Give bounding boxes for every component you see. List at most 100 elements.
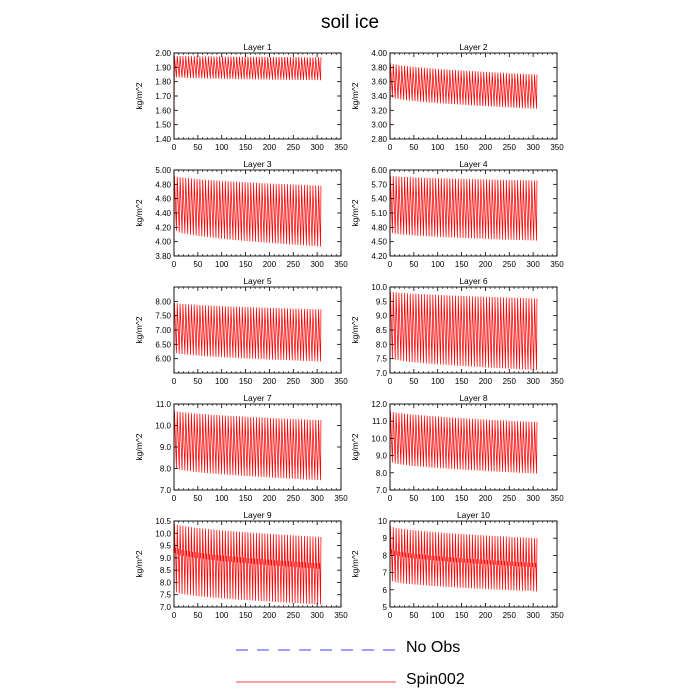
y-tick-label-layer-3: 4.80 [155, 180, 171, 189]
x-tick-label-layer-6: 300 [526, 377, 540, 386]
x-tick-label-layer-3: 300 [310, 260, 324, 269]
x-tick-label-layer-8: 100 [431, 494, 445, 503]
x-tick-label-layer-1: 300 [310, 143, 324, 152]
legend-item-spin002: Spin002 [236, 668, 496, 692]
plot-frame-layer-9 [173, 520, 342, 608]
x-tick-label-layer-4: 250 [503, 260, 517, 269]
panel-layer-10: Layer 10 kg/m^2 0 50 100 150 200 250 300 350 5 6 7 8 9… [350, 510, 564, 620]
y-tick-label-layer-9: 8.5 [160, 566, 172, 575]
x-tick-label-layer-7: 0 [172, 494, 177, 503]
y-axis-label-layer-1: kg/m^2 [134, 82, 144, 109]
y-tick-label-layer-3: 3.80 [155, 252, 171, 261]
x-tick-label-layer-4: 0 [388, 260, 393, 269]
x-tick-label-layer-7: 250 [287, 494, 301, 503]
x-tick-label-layer-7: 150 [239, 494, 253, 503]
y-tick-label-layer-10: 5 [383, 603, 388, 612]
series-line-spin002-layer-6 [389, 291, 538, 371]
x-tick-label-layer-8: 350 [550, 494, 564, 503]
y-tick-label-layer-9: 7.0 [160, 603, 172, 612]
panel-title-layer-2: Layer 2 [459, 42, 488, 52]
x-tick-label-layer-6: 250 [503, 377, 517, 386]
x-tick-label-layer-5: 200 [263, 377, 277, 386]
y-axis-label-layer-3: kg/m^2 [134, 199, 144, 226]
panel-title-layer-4: Layer 4 [459, 159, 488, 169]
series-line-spin002-layer-8 [389, 410, 538, 474]
series-line-spin002-layer-3 [173, 175, 322, 247]
panel-layer-1: Layer 1 kg/m^2 0 50 100 150 200 250 300 350 1.40 1.… [134, 42, 348, 152]
x-tick-label-layer-8: 50 [409, 494, 418, 503]
y-axis-label-layer-8: kg/m^2 [350, 433, 360, 460]
x-tick-label-layer-1: 150 [239, 143, 253, 152]
panel-title-layer-7: Layer 7 [243, 393, 272, 403]
x-tick-label-layer-7: 300 [310, 494, 324, 503]
y-tick-label-layer-2: 3.00 [371, 121, 387, 130]
panel-title-layer-6: Layer 6 [459, 276, 488, 286]
y-tick-label-layer-2: 3.80 [371, 63, 387, 72]
y-tick-label-layer-6: 8.0 [376, 340, 388, 349]
panel-layer-5: Layer 5 kg/m^2 0 50 100 150 200 250 300 350 6.00 6.… [134, 276, 348, 386]
y-tick-label-layer-6: 9.0 [376, 312, 388, 321]
y-tick-label-layer-10: 10 [378, 517, 387, 526]
y-tick-label-layer-9: 7.5 [160, 591, 172, 600]
y-tick-label-layer-10: 6 [383, 586, 388, 595]
x-tick-label-layer-9: 150 [239, 611, 253, 620]
y-tick-label-layer-7: 11.0 [156, 400, 172, 409]
y-tick-label-layer-2: 2.80 [371, 135, 387, 144]
y-tick-label-layer-3: 4.20 [155, 223, 171, 232]
legend-item-no-obs: No Obs [236, 636, 496, 660]
x-tick-label-layer-8: 250 [503, 494, 517, 503]
y-tick-label-layer-6: 8.5 [376, 326, 388, 335]
y-tick-label-layer-8: 7.0 [376, 486, 388, 495]
y-tick-label-layer-4: 5.40 [371, 195, 387, 204]
y-tick-label-layer-9: 10.0 [155, 529, 171, 538]
x-tick-label-layer-9: 200 [263, 611, 277, 620]
x-tick-label-layer-10: 150 [455, 611, 469, 620]
y-tick-label-layer-3: 4.60 [155, 195, 171, 204]
series-line-spin002-layer-5 [173, 302, 322, 362]
y-tick-label-layer-3: 4.40 [155, 209, 171, 218]
panel-title-layer-1: Layer 1 [243, 42, 272, 52]
y-axis-label-layer-6: kg/m^2 [350, 316, 360, 343]
x-tick-label-layer-1: 350 [334, 143, 348, 152]
y-tick-label-layer-1: 1.80 [155, 78, 171, 87]
x-tick-label-layer-1: 200 [263, 143, 277, 152]
series-line-spin002-layer-10 [389, 526, 538, 592]
x-tick-label-layer-2: 50 [409, 143, 418, 152]
y-tick-label-layer-9: 9.5 [160, 542, 172, 551]
y-tick-label-layer-4: 4.80 [371, 223, 387, 232]
y-tick-label-layer-9: 8.0 [160, 578, 172, 587]
x-tick-label-layer-2: 200 [479, 143, 493, 152]
series-line-spin002-layer-2 [389, 63, 538, 129]
legend-label-spin002: Spin002 [406, 671, 465, 688]
y-tick-label-layer-6: 7.5 [376, 355, 388, 364]
x-tick-label-layer-7: 350 [334, 494, 348, 503]
y-axis-label-layer-9: kg/m^2 [134, 550, 144, 577]
x-tick-label-layer-1: 250 [287, 143, 301, 152]
x-tick-label-layer-4: 300 [526, 260, 540, 269]
y-tick-label-layer-8: 9.0 [376, 452, 388, 461]
x-tick-label-layer-9: 300 [310, 611, 324, 620]
y-tick-label-layer-1: 1.50 [155, 121, 171, 130]
x-tick-label-layer-2: 350 [550, 143, 564, 152]
x-tick-label-layer-6: 0 [388, 377, 393, 386]
series-line-spin002-layer-7 [173, 410, 322, 481]
legend-label-no-obs: No Obs [406, 639, 461, 656]
panel-title-layer-5: Layer 5 [243, 276, 272, 286]
y-tick-label-layer-7: 9.0 [160, 443, 172, 452]
y-tick-label-layer-8: 8.0 [376, 469, 388, 478]
y-axis-label-layer-7: kg/m^2 [134, 433, 144, 460]
x-tick-label-layer-7: 100 [215, 494, 229, 503]
x-tick-label-layer-10: 350 [550, 611, 564, 620]
x-tick-label-layer-8: 150 [455, 494, 469, 503]
x-tick-label-layer-4: 200 [479, 260, 493, 269]
panel-title-layer-8: Layer 8 [459, 393, 488, 403]
panel-title-layer-3: Layer 3 [243, 159, 272, 169]
x-tick-label-layer-2: 300 [526, 143, 540, 152]
x-tick-label-layer-5: 0 [172, 377, 177, 386]
x-tick-label-layer-3: 150 [239, 260, 253, 269]
y-tick-label-layer-4: 5.10 [371, 209, 387, 218]
x-tick-label-layer-5: 300 [310, 377, 324, 386]
x-tick-label-layer-5: 250 [287, 377, 301, 386]
x-tick-label-layer-4: 100 [431, 260, 445, 269]
y-tick-label-layer-8: 10.0 [371, 434, 387, 443]
